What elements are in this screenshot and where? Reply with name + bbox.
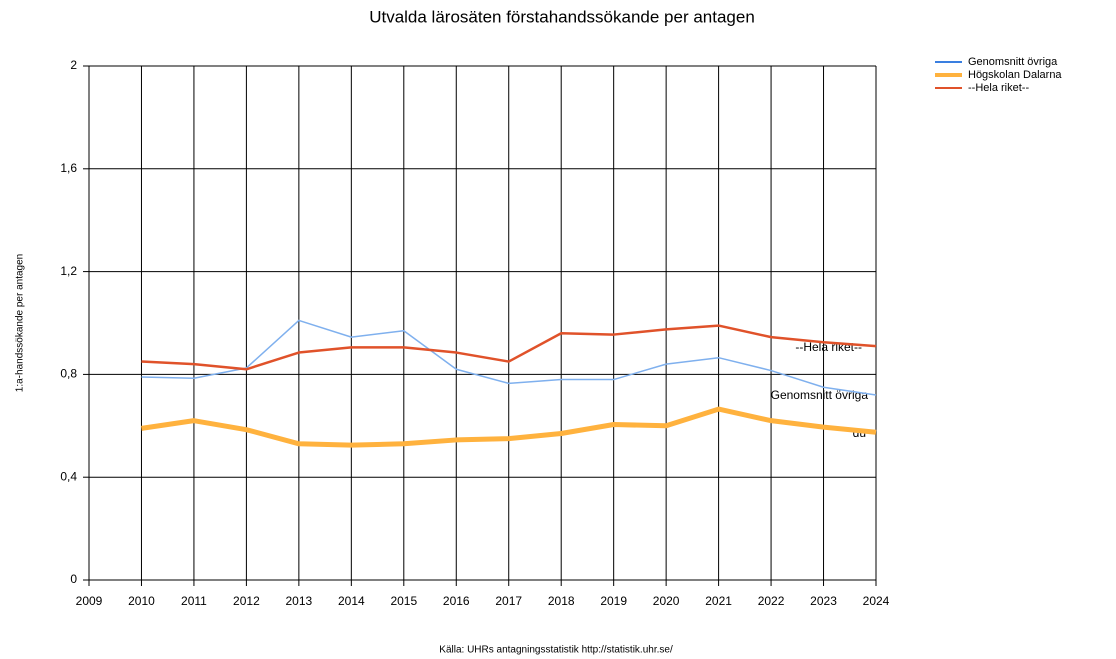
x-tick-label: 2011 bbox=[181, 594, 207, 608]
x-tick-label: 2024 bbox=[863, 594, 890, 608]
y-tick-label: 0,8 bbox=[60, 367, 77, 381]
x-tick-label: 2020 bbox=[653, 594, 680, 608]
x-tick-label: 2013 bbox=[286, 594, 313, 608]
legend-label: --Hela riket-- bbox=[968, 82, 1029, 94]
x-tick-label: 2015 bbox=[390, 594, 417, 608]
x-tick-label: 2022 bbox=[758, 594, 785, 608]
x-tick-label: 2016 bbox=[443, 594, 470, 608]
x-tick-label: 2021 bbox=[705, 594, 732, 608]
y-tick-label: 1,2 bbox=[60, 264, 77, 278]
x-tick-label: 2014 bbox=[338, 594, 365, 608]
series-line bbox=[141, 406, 877, 448]
x-tick-label: 2023 bbox=[810, 594, 837, 608]
x-tick-label: 2010 bbox=[128, 594, 155, 608]
y-tick-label: 1,6 bbox=[60, 161, 77, 175]
chart-title: Utvalda lärosäten förstahandssökande per… bbox=[369, 7, 755, 26]
y-axis-label: 1:a-handssökande per antagen bbox=[15, 254, 26, 392]
legend-label: Genomsnitt övriga bbox=[968, 56, 1058, 68]
source: Källa: UHRs antagningsstatistik http://s… bbox=[439, 645, 673, 656]
series-line bbox=[141, 324, 877, 371]
y-tick-label: 2 bbox=[70, 58, 77, 72]
y-tick-label: 0 bbox=[70, 572, 77, 586]
x-tick-label: 2018 bbox=[548, 594, 575, 608]
x-tick-label: 2012 bbox=[233, 594, 260, 608]
annotation: Genomsnitt övriga bbox=[771, 388, 869, 402]
series-line bbox=[141, 319, 877, 396]
legend-label: Högskolan Dalarna bbox=[968, 69, 1062, 81]
x-tick-label: 2009 bbox=[76, 594, 103, 608]
x-tick-label: 2017 bbox=[495, 594, 522, 608]
y-tick-label: 0,4 bbox=[60, 469, 77, 483]
x-tick-label: 2019 bbox=[600, 594, 627, 608]
